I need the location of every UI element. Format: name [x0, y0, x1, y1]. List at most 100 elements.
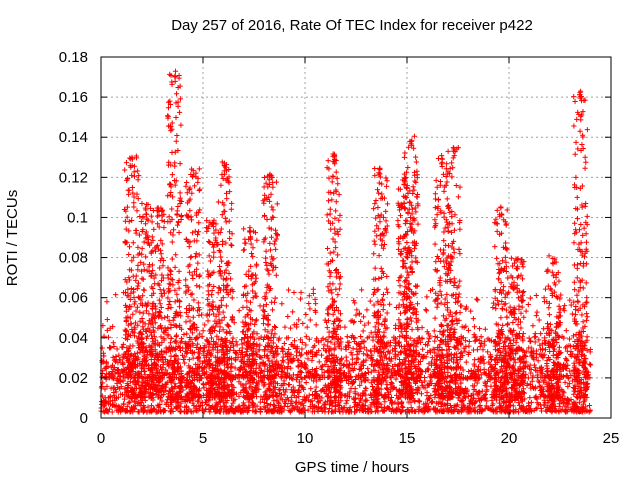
data-point	[172, 78, 178, 84]
data-point	[246, 268, 252, 274]
data-point	[239, 345, 245, 351]
data-point	[562, 379, 568, 386]
data-point	[150, 268, 156, 274]
data-point	[223, 400, 229, 406]
data-point	[293, 377, 300, 383]
data-point	[182, 360, 188, 366]
data-point	[587, 361, 593, 367]
data-point	[194, 398, 200, 405]
data-point	[230, 335, 236, 341]
data-point	[364, 352, 370, 358]
data-point	[135, 280, 142, 286]
data-point	[238, 352, 244, 358]
data-point	[183, 319, 189, 325]
data-point	[286, 346, 292, 353]
data-point	[528, 345, 534, 351]
data-point	[364, 307, 370, 313]
data-point	[380, 306, 386, 313]
data-point	[536, 379, 542, 385]
data-point	[356, 311, 362, 317]
data-point	[348, 385, 354, 391]
data-point	[134, 191, 140, 197]
data-point	[489, 397, 495, 404]
data-point	[482, 326, 488, 332]
data-point	[278, 374, 284, 380]
data-point	[143, 254, 149, 260]
data-point	[170, 282, 176, 288]
data-point	[140, 276, 146, 282]
data-point	[151, 226, 157, 232]
data-point	[135, 168, 141, 174]
data-point	[241, 247, 247, 253]
data-point	[106, 406, 113, 412]
data-point	[204, 228, 210, 235]
data-point	[281, 340, 287, 347]
data-point	[134, 208, 140, 214]
data-point	[273, 324, 279, 331]
data-point	[181, 331, 187, 338]
data-point	[173, 114, 179, 121]
data-point	[308, 386, 314, 392]
data-point	[248, 250, 255, 257]
data-point	[157, 287, 163, 293]
data-point	[149, 234, 155, 240]
data-point	[299, 339, 305, 346]
data-point	[191, 183, 198, 189]
data-point	[248, 263, 254, 270]
chart-title: Day 257 of 2016, Rate Of TEC Index for r…	[171, 17, 533, 34]
data-point	[139, 200, 145, 207]
data-point	[474, 347, 480, 353]
data-point	[472, 408, 478, 414]
data-point	[360, 358, 367, 364]
data-point	[463, 359, 469, 365]
data-point	[536, 317, 542, 323]
data-point	[262, 255, 269, 261]
data-point	[344, 358, 350, 364]
data-point	[299, 346, 305, 352]
data-point	[215, 199, 222, 205]
data-point	[141, 287, 147, 293]
data-point	[229, 200, 235, 207]
data-point	[120, 344, 126, 350]
data-point	[296, 393, 302, 399]
data-point	[178, 408, 184, 414]
data-point	[130, 311, 136, 317]
data-point	[291, 289, 297, 296]
data-point	[186, 244, 192, 250]
data-point	[165, 193, 171, 199]
data-point	[358, 318, 364, 325]
data-point	[313, 322, 319, 328]
data-point	[423, 306, 429, 313]
data-point	[209, 306, 216, 312]
data-point	[140, 324, 146, 330]
data-point	[279, 301, 285, 307]
data-point	[273, 179, 280, 185]
data-point	[172, 68, 179, 74]
data-point	[253, 318, 259, 324]
data-point	[425, 338, 432, 345]
data-point	[173, 323, 180, 329]
data-point	[172, 264, 178, 270]
data-point	[554, 295, 560, 301]
data-point	[182, 398, 188, 405]
data-point	[186, 357, 192, 363]
data-point	[418, 391, 425, 397]
data-point	[475, 297, 481, 303]
data-point	[125, 286, 131, 293]
data-point	[169, 81, 175, 88]
data-point	[501, 340, 507, 346]
data-point	[169, 149, 175, 156]
data-point	[283, 387, 289, 393]
data-point	[135, 283, 141, 289]
data-point	[313, 300, 319, 307]
data-point	[168, 268, 174, 274]
data-point	[332, 408, 339, 415]
data-point	[226, 270, 232, 277]
data-point	[228, 276, 234, 282]
data-point	[167, 281, 173, 287]
data-point	[510, 403, 516, 409]
data-point	[285, 382, 292, 388]
data-point	[226, 235, 233, 241]
data-point	[274, 201, 280, 207]
data-point	[177, 190, 183, 196]
